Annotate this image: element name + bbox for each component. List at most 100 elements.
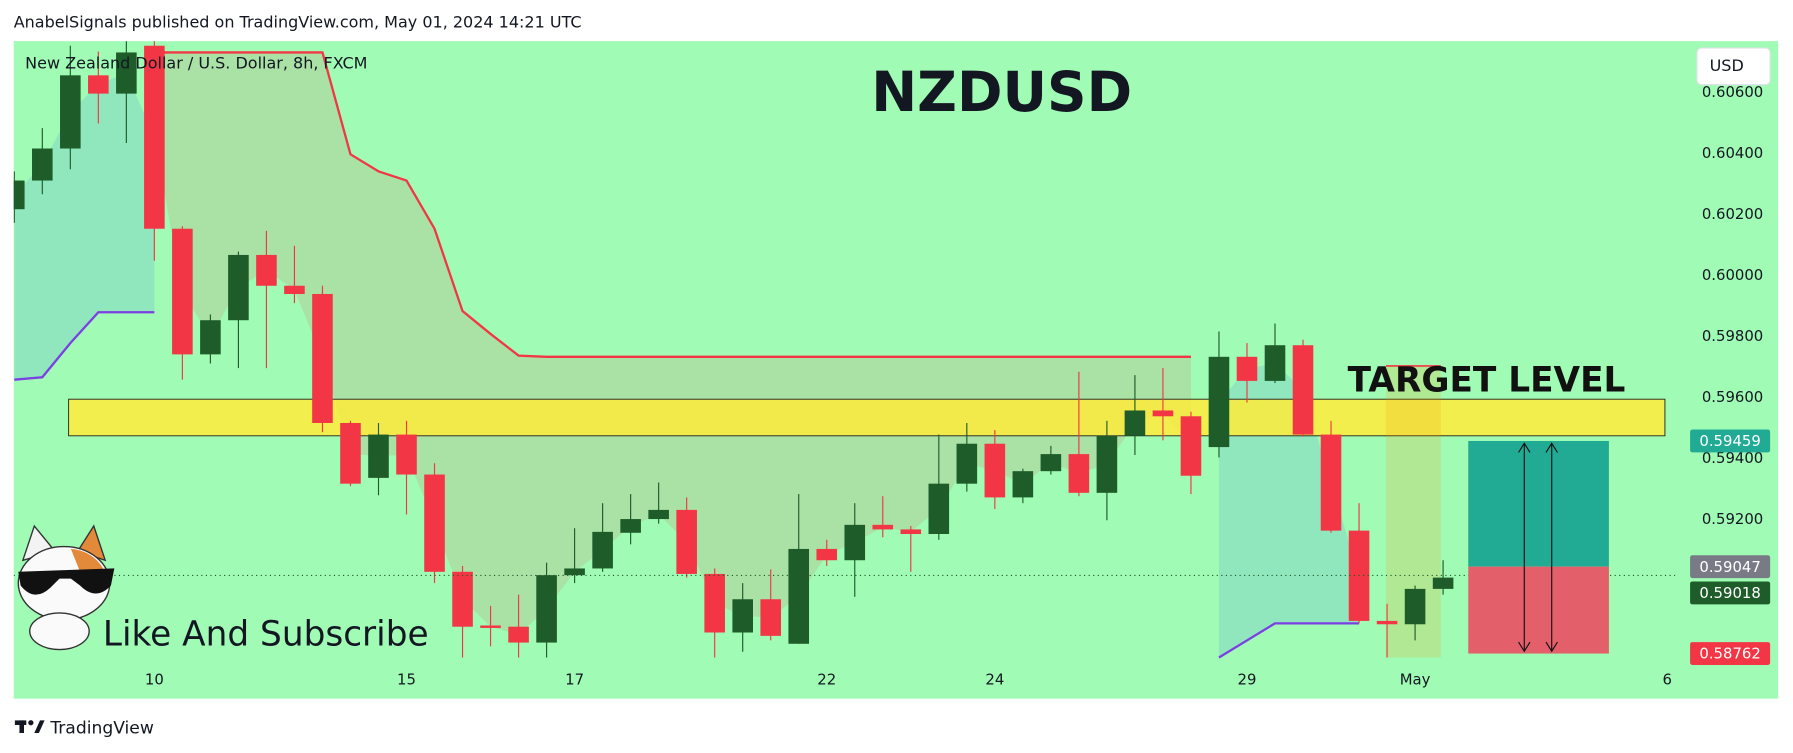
candle-body — [788, 548, 810, 644]
candle-body — [1432, 577, 1454, 589]
candle-body — [1180, 416, 1202, 476]
price-tag-label: 0.59047 — [1699, 558, 1760, 576]
candle-body — [732, 599, 753, 633]
y-tick-label: 0.59400 — [1702, 449, 1763, 467]
candle-body — [88, 75, 109, 94]
y-tick-label: 0.59600 — [1702, 388, 1763, 406]
candle-body — [1012, 471, 1034, 498]
candle-body — [928, 483, 950, 534]
overlay: TARGET LEVEL — [1348, 360, 1626, 654]
candle-body — [816, 548, 838, 561]
plot-area — [13, 41, 1676, 659]
candle-body — [1236, 356, 1258, 381]
candle-body — [592, 531, 613, 569]
x-tick-label: 22 — [817, 670, 836, 688]
candle-body — [200, 320, 221, 355]
position-loss — [1468, 566, 1609, 654]
candle-body — [872, 524, 894, 530]
candle-body — [704, 573, 725, 633]
candle-body — [1208, 356, 1230, 448]
currency-label[interactable]: USD — [1710, 56, 1744, 75]
arrow-head — [1518, 641, 1531, 653]
zone-label: TARGET LEVEL — [1348, 360, 1626, 400]
price-tag — [1690, 555, 1771, 579]
symbol-description: New Zealand Dollar / U.S. Dollar, 8h, FX… — [25, 54, 367, 73]
candle-body — [256, 254, 277, 286]
price-tag — [1690, 429, 1771, 453]
candle-body — [1404, 588, 1426, 625]
x-tick-label: 15 — [397, 670, 416, 688]
y-tick-label: 0.60200 — [1702, 205, 1763, 223]
band-fill — [14, 73, 155, 380]
candle-body — [1152, 410, 1174, 417]
candle-body — [956, 443, 978, 484]
price-tag-label: 0.59018 — [1699, 584, 1760, 602]
candle-body — [312, 293, 333, 423]
candle-body — [536, 575, 557, 643]
arrow-head — [1545, 641, 1558, 653]
candle-body — [676, 509, 697, 574]
band-fill — [1218, 363, 1360, 658]
y-tick-label: 0.60400 — [1702, 144, 1763, 162]
candle-body — [1264, 345, 1286, 381]
candle-body — [508, 626, 529, 643]
position-profit — [1468, 440, 1609, 567]
candle-body — [1320, 434, 1342, 531]
price-tag-label: 0.59459 — [1699, 432, 1760, 450]
x-tick-label: 24 — [985, 670, 1004, 688]
chart-title: NZDUSD — [871, 60, 1132, 124]
price-tag — [1690, 581, 1771, 605]
candle-body — [1292, 345, 1314, 435]
annotation: Like And Subscribe — [103, 614, 429, 654]
candle-body — [844, 524, 866, 561]
mascot-sunglasses — [18, 568, 115, 595]
tradingview-logo — [14, 720, 45, 733]
y-tick-label: 0.59200 — [1702, 510, 1763, 528]
candle-body — [1376, 620, 1398, 625]
candle-body — [284, 285, 305, 294]
candle-body — [144, 45, 165, 229]
lower-band-line — [1218, 622, 1360, 659]
candle-body — [172, 228, 193, 355]
candle-body — [228, 254, 249, 321]
lower-band-line — [14, 311, 155, 381]
candle-body — [424, 474, 445, 572]
upper-band-line — [154, 51, 1191, 358]
y-tick-label: 0.60600 — [1702, 83, 1763, 101]
price-tag — [1690, 642, 1771, 665]
candle-body — [620, 519, 641, 533]
mascot-body — [29, 612, 90, 651]
candle-body — [32, 148, 53, 181]
publish-header: AnabelSignals published on TradingView.c… — [14, 12, 582, 31]
x-tick-label: May — [1400, 670, 1431, 688]
candle-body — [452, 571, 473, 627]
y-tick-label: 0.59800 — [1702, 327, 1763, 345]
candle-body — [1124, 410, 1146, 436]
y-tick-label: 0.60000 — [1702, 266, 1763, 284]
x-tick-label: 17 — [565, 670, 584, 688]
x-tick-label: 6 — [1662, 670, 1671, 688]
candle-body — [1096, 435, 1118, 493]
candle-body — [116, 52, 137, 94]
candle-body — [564, 568, 585, 576]
candle-body — [480, 625, 501, 628]
mascot — [17, 524, 115, 651]
price-tag-label: 0.58762 — [1699, 645, 1760, 663]
candle-body — [1040, 454, 1062, 472]
logo-part — [28, 720, 34, 726]
target-zone — [68, 398, 1666, 437]
candle-body — [396, 434, 417, 475]
candle-body — [648, 509, 669, 520]
candle-body — [13, 180, 25, 210]
candle-body — [984, 443, 1006, 498]
arrow-head — [1545, 442, 1558, 453]
candle-body — [60, 75, 81, 149]
x-tick-label: 29 — [1238, 670, 1257, 688]
candle-body — [368, 434, 389, 478]
currency-button[interactable] — [1696, 47, 1771, 86]
candle-body — [340, 422, 361, 484]
candle-body — [900, 529, 922, 534]
logo-part — [19, 720, 25, 733]
